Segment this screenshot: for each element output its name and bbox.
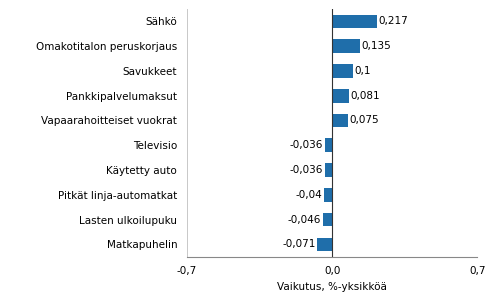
Text: -0,04: -0,04 <box>295 190 322 200</box>
Text: 0,075: 0,075 <box>349 115 379 126</box>
Bar <box>332 39 360 53</box>
Bar <box>332 14 377 28</box>
Bar <box>332 114 348 127</box>
Text: 0,1: 0,1 <box>355 66 371 76</box>
Text: -0,036: -0,036 <box>290 165 323 175</box>
Text: -0,036: -0,036 <box>290 140 323 150</box>
Bar <box>325 138 332 152</box>
Bar <box>325 163 332 177</box>
Text: -0,046: -0,046 <box>287 214 321 225</box>
Text: 0,217: 0,217 <box>379 16 408 27</box>
Bar <box>323 213 332 226</box>
Bar <box>332 64 353 78</box>
Text: -0,071: -0,071 <box>282 239 316 249</box>
Bar <box>317 237 332 251</box>
Text: 0,081: 0,081 <box>351 91 380 101</box>
Bar <box>324 188 332 202</box>
X-axis label: Vaikutus, %-yksikköä: Vaikutus, %-yksikköä <box>277 282 387 292</box>
Text: 0,135: 0,135 <box>362 41 392 51</box>
Bar <box>332 89 349 103</box>
